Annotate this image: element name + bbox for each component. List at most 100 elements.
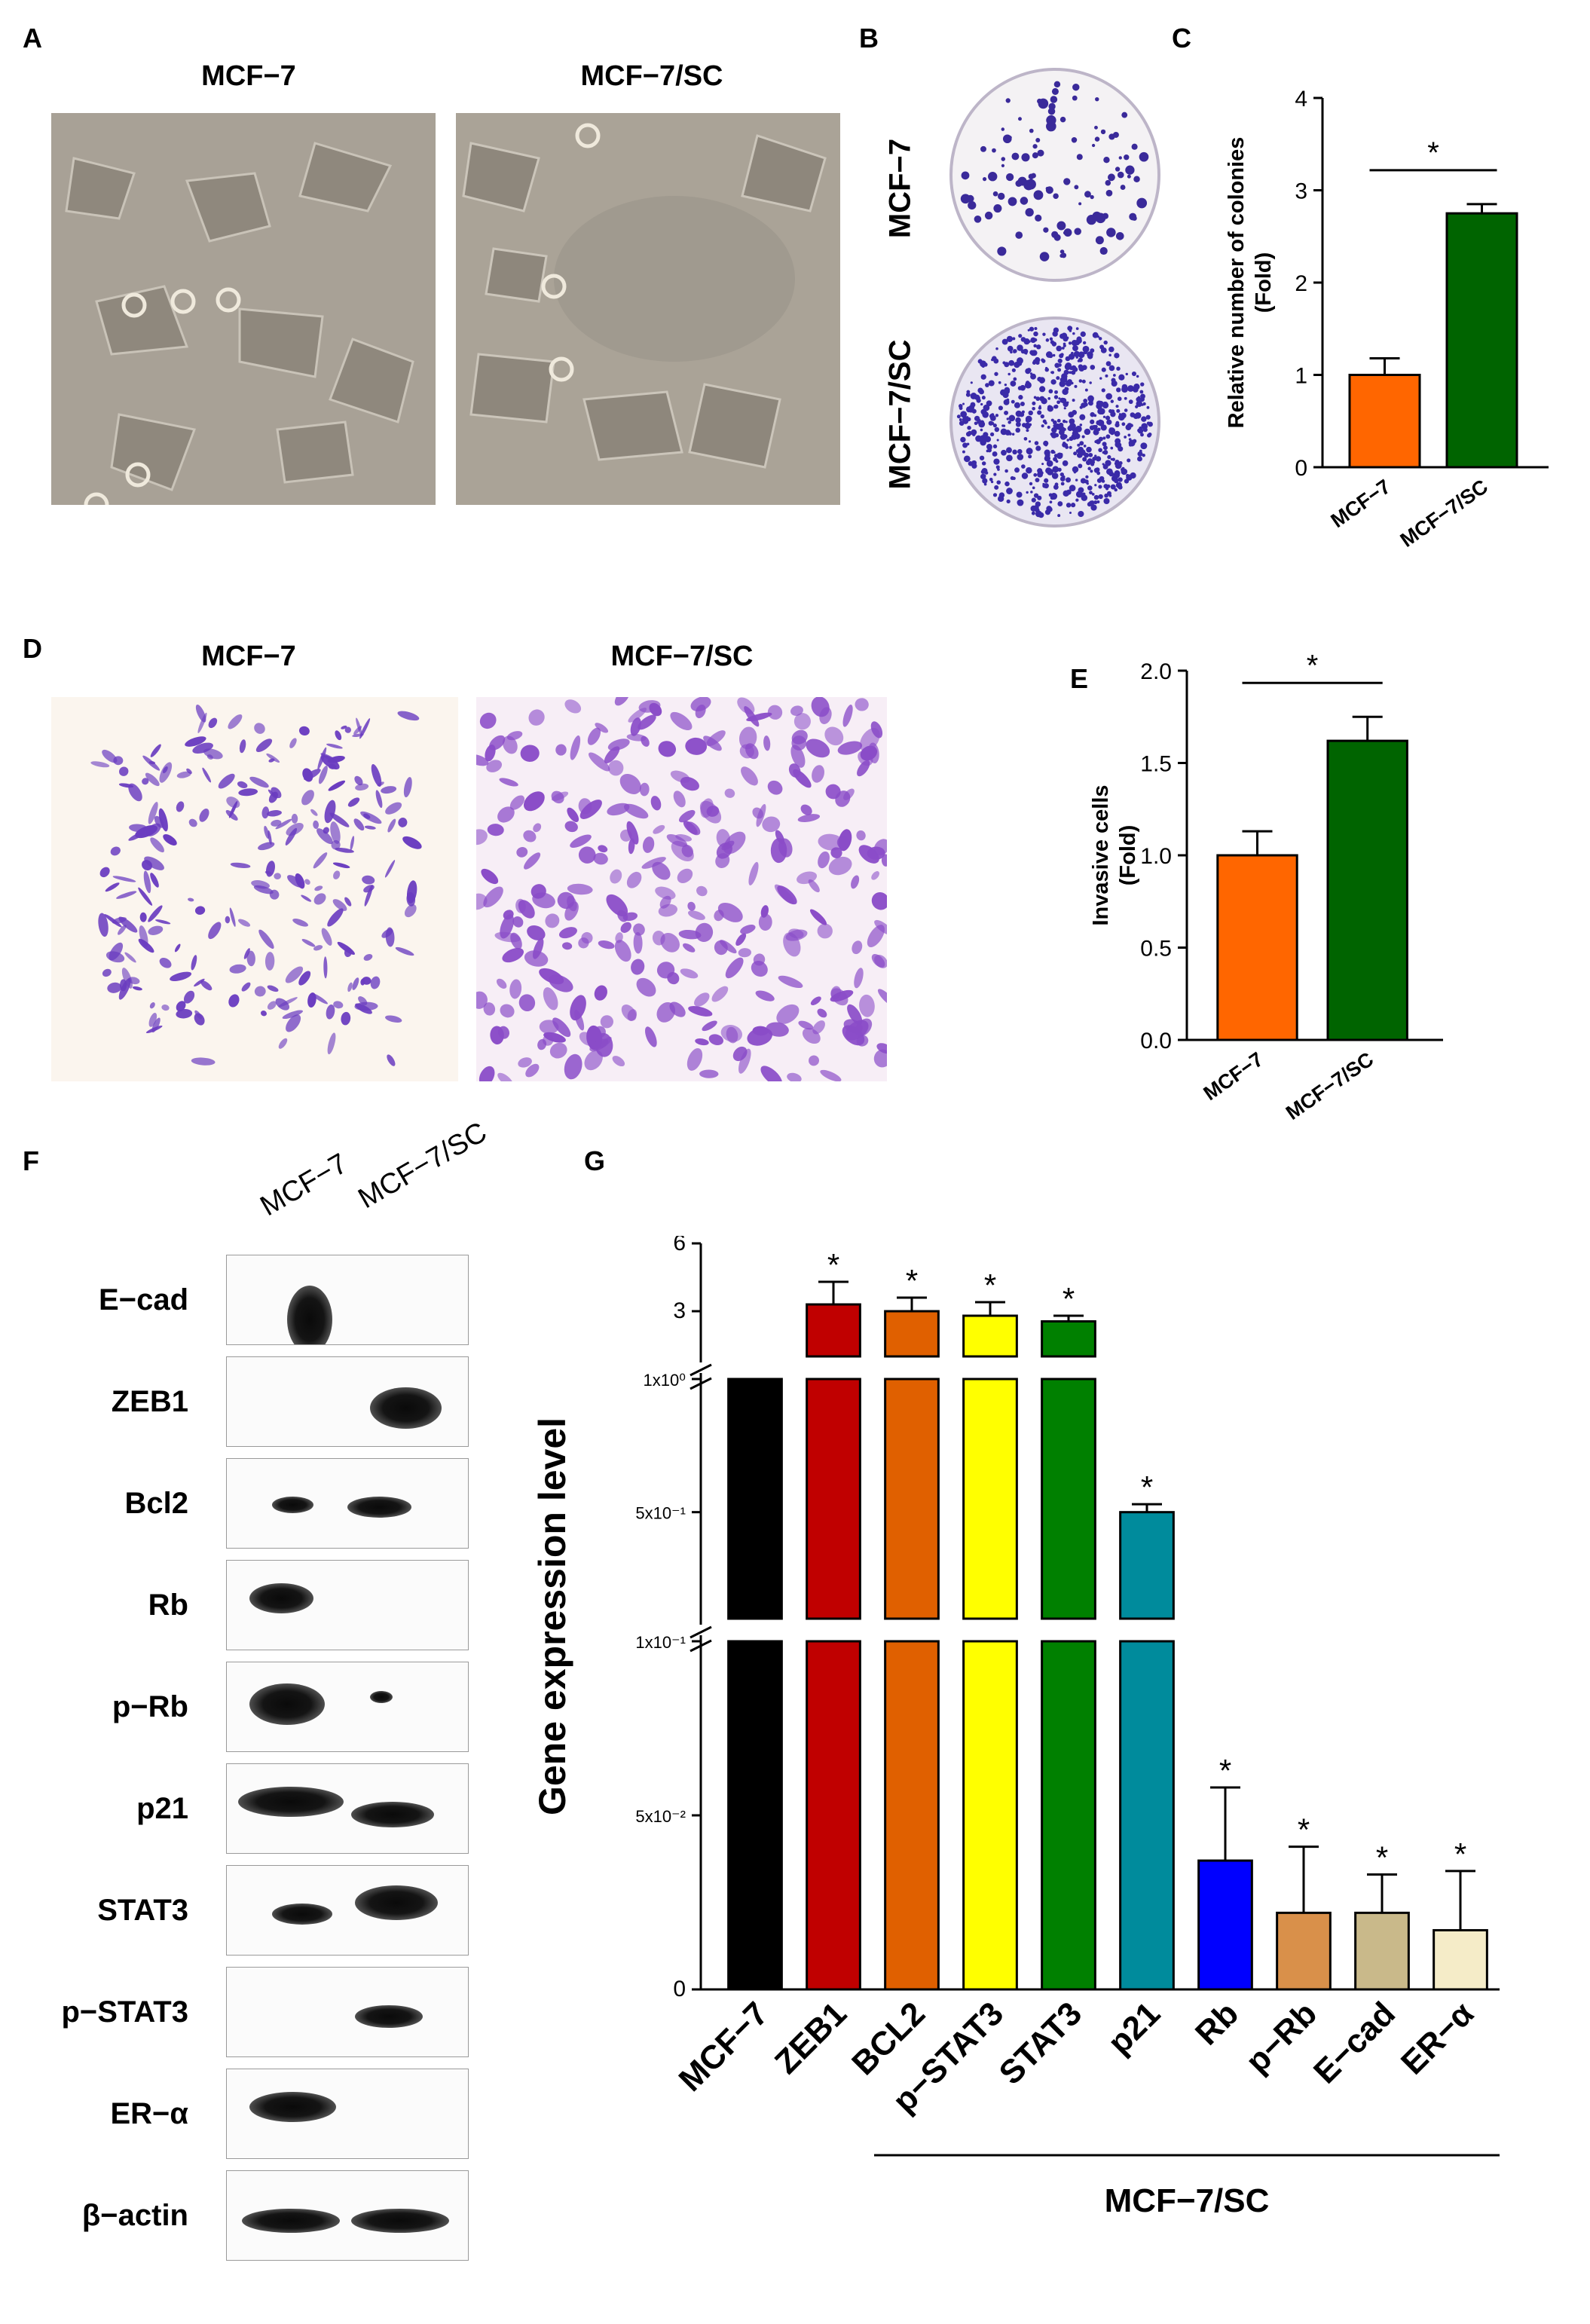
colony-dot xyxy=(1136,375,1139,378)
colony-dot xyxy=(1129,168,1134,173)
invasive-cell xyxy=(564,821,578,833)
colony-dot xyxy=(968,460,974,466)
invasive-cell xyxy=(237,781,248,788)
invasive-cell xyxy=(783,932,801,957)
colony-dot xyxy=(1137,396,1141,399)
colony-dot xyxy=(1091,493,1095,496)
invasive-cell xyxy=(809,1055,819,1066)
colony-dot xyxy=(1100,129,1106,135)
invasive-cell xyxy=(856,830,866,841)
colony-dot xyxy=(1056,452,1063,460)
colony-dot xyxy=(1072,95,1078,101)
invasive-cell xyxy=(649,702,662,717)
colony-dot xyxy=(1001,424,1004,427)
invasive-cell xyxy=(533,823,542,833)
colony-dot xyxy=(979,389,984,395)
blot-image xyxy=(226,1763,469,1854)
colony-dot xyxy=(1087,485,1093,491)
invasive-cell xyxy=(225,916,231,924)
colony-dot xyxy=(1066,503,1072,508)
y-tick-label: 0 xyxy=(1295,456,1307,481)
invasive-cell xyxy=(310,992,328,1005)
colony-dot xyxy=(991,358,994,362)
colony-dot xyxy=(980,375,985,380)
protein-band xyxy=(238,1787,344,1817)
colony-dot xyxy=(977,421,980,424)
colony-dot xyxy=(992,444,998,449)
bar-bcl2 xyxy=(884,1310,940,1358)
invasive-cell xyxy=(404,904,417,918)
colony-dot xyxy=(1132,216,1137,221)
colony-dot xyxy=(1020,337,1026,342)
invasive-cell xyxy=(249,776,269,788)
blot-row-label: Bcl2 xyxy=(124,1487,189,1520)
invasive-cell xyxy=(194,978,205,987)
colony-dot xyxy=(1075,327,1079,330)
colony-dot xyxy=(961,171,970,180)
invasive-cell xyxy=(341,725,347,729)
invasive-cell xyxy=(543,1034,554,1046)
colony-dot xyxy=(1140,393,1145,399)
invasive-cell xyxy=(642,836,655,853)
colony-dot xyxy=(1054,404,1059,409)
invasive-cell xyxy=(874,955,887,968)
colony-dot xyxy=(1087,351,1093,358)
colony-dot xyxy=(1090,348,1095,353)
invasive-cell xyxy=(118,766,129,776)
colony-dot xyxy=(1098,419,1102,424)
blot-image xyxy=(226,1356,469,1447)
invasive-cell xyxy=(652,861,671,880)
colony-dot xyxy=(980,420,985,425)
invasive-cell xyxy=(358,996,368,1005)
bar-mcf-7-sc xyxy=(1445,212,1518,469)
colony-dot xyxy=(1078,202,1082,206)
colony-dot xyxy=(1047,397,1051,400)
colony-dot xyxy=(1102,401,1108,408)
invasive-cell xyxy=(639,782,650,797)
invasive-cell xyxy=(854,968,864,989)
invasive-cell xyxy=(570,834,592,848)
invasive-cell xyxy=(251,880,270,889)
colony-dot xyxy=(980,473,986,480)
colony-dot xyxy=(1078,364,1084,369)
bar-mcf-7 xyxy=(727,1378,783,1620)
colony-dot xyxy=(995,414,999,417)
colony-dot xyxy=(1101,388,1105,393)
colony-dot xyxy=(1004,362,1010,368)
colony-dot xyxy=(1110,411,1116,417)
invasive-cell xyxy=(694,992,710,1007)
invasive-cell xyxy=(688,1006,713,1017)
colony-dot xyxy=(971,429,977,436)
invasive-cell xyxy=(762,816,781,833)
colony-dot xyxy=(1065,362,1072,369)
colony-dot xyxy=(1141,416,1147,422)
axis-break-mark xyxy=(690,1639,712,1653)
colony-dot xyxy=(1088,452,1093,457)
colony-dot xyxy=(1057,501,1063,506)
colony-dot xyxy=(1146,405,1150,409)
blot-row-rb: Rb xyxy=(0,1560,527,1650)
invasive-cell xyxy=(163,834,177,846)
invasive-cell xyxy=(148,925,164,935)
colony-dot xyxy=(1008,359,1015,366)
invasive-cell xyxy=(225,810,238,821)
colony-dot xyxy=(1098,405,1102,408)
colony-dot xyxy=(1021,410,1025,414)
colony-dot xyxy=(1089,491,1093,495)
invasive-cell xyxy=(610,869,622,884)
colony-dot xyxy=(1037,410,1042,415)
colony-dot xyxy=(961,439,965,443)
colony-dot xyxy=(1048,493,1053,497)
colony-dot xyxy=(1062,388,1069,396)
invasive-cell xyxy=(278,997,298,1008)
colony-dot xyxy=(1117,396,1122,402)
invasive-cell xyxy=(543,987,558,1011)
invasive-cell xyxy=(852,940,863,955)
invasive-cell xyxy=(777,885,797,905)
colony-dot xyxy=(958,404,963,408)
colony-dot xyxy=(1007,345,1014,352)
colony-dot xyxy=(1051,472,1059,479)
invasive-cell xyxy=(751,960,768,977)
invasive-cell xyxy=(254,723,265,734)
colony-dot xyxy=(1001,449,1007,456)
